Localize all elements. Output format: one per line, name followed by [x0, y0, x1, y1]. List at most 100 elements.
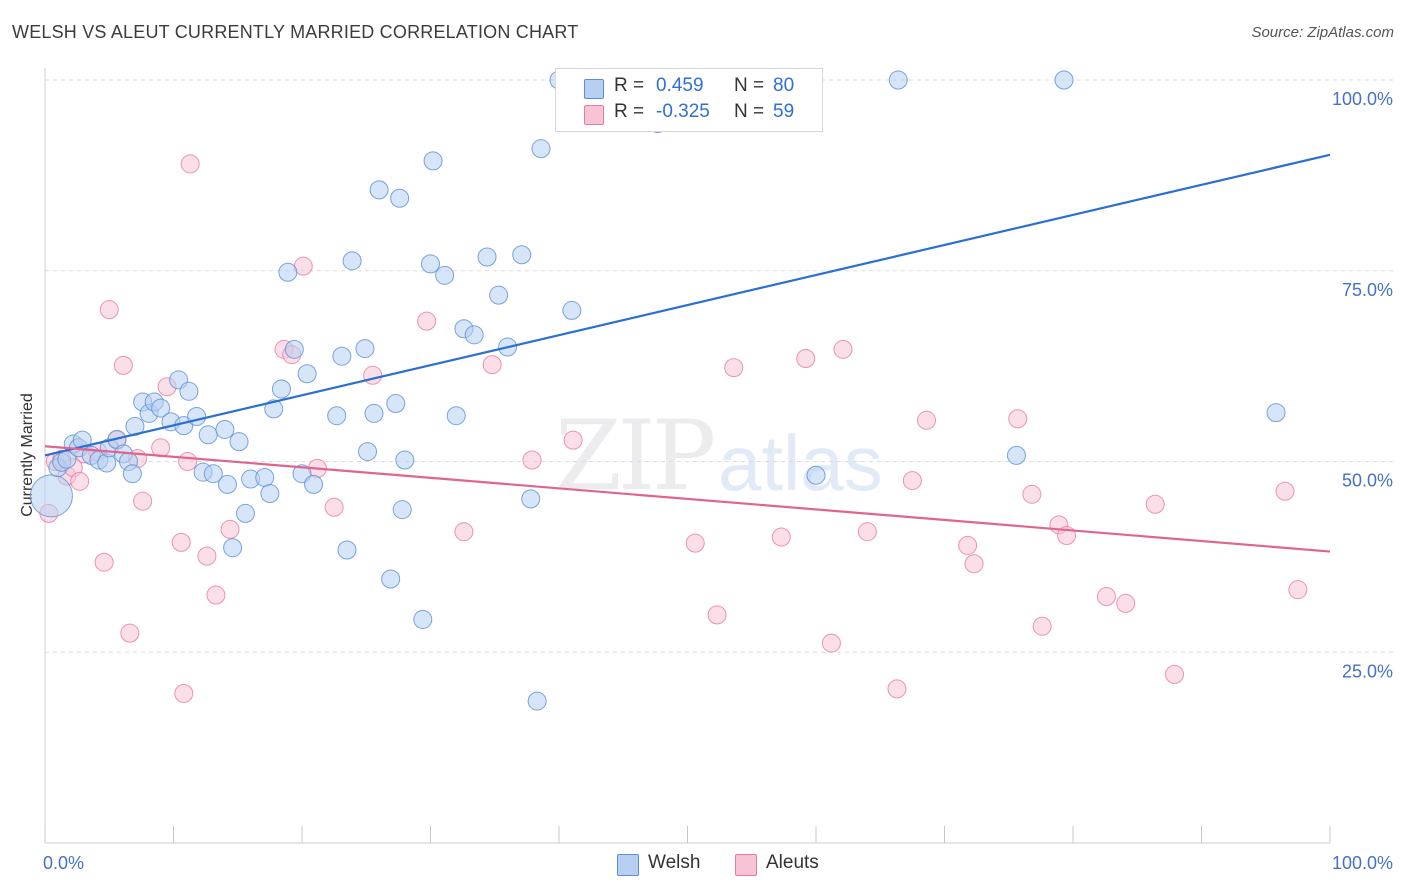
- welsh-point: [381, 569, 401, 589]
- y-tick-label: 75.0%: [1342, 280, 1393, 300]
- welsh-point: [235, 503, 255, 523]
- aleut-point: [958, 535, 978, 555]
- aleut-trend-line: [44, 445, 1331, 553]
- aleut-point: [324, 497, 344, 517]
- welsh-point: [464, 325, 484, 345]
- welsh-point: [217, 474, 237, 494]
- aleut-point: [1145, 494, 1165, 514]
- aleut-point: [1165, 664, 1185, 684]
- welsh-point: [423, 151, 443, 171]
- x-tick-label: 0.0%: [43, 853, 84, 873]
- welsh-point: [364, 403, 384, 423]
- aleut-point: [917, 410, 937, 430]
- welsh-point: [337, 540, 357, 560]
- welsh-point: [386, 394, 406, 414]
- welsh-trend-line: [44, 153, 1331, 457]
- welsh-point: [151, 398, 171, 418]
- welsh-n-value: 80: [773, 75, 795, 96]
- welsh-point: [477, 247, 497, 267]
- legend-aleuts-label: Aleuts: [766, 852, 819, 873]
- welsh-point: [531, 139, 551, 159]
- welsh-point: [395, 450, 415, 470]
- aleut-point: [522, 450, 542, 470]
- welsh-point: [223, 538, 243, 558]
- welsh-point: [806, 465, 826, 485]
- grid-lines: [45, 79, 1395, 653]
- welsh-point: [390, 188, 410, 208]
- welsh-point: [198, 425, 218, 445]
- welsh-point: [1054, 70, 1074, 90]
- aleut-point: [887, 679, 907, 699]
- aleut-point: [857, 522, 877, 542]
- aleut-point: [454, 522, 474, 542]
- aleut-point: [417, 311, 437, 331]
- aleut-point: [964, 554, 984, 574]
- aleut-point: [99, 300, 119, 320]
- welsh-point: [358, 442, 378, 462]
- welsh-point: [527, 691, 547, 711]
- aleut-point: [685, 533, 705, 553]
- aleut-point: [1288, 580, 1308, 600]
- aleut-point: [563, 430, 583, 450]
- welsh-r-label: R =: [614, 75, 645, 96]
- aleut-point: [206, 585, 226, 605]
- series-legend: Welsh Aleuts: [0, 852, 1406, 878]
- welsh-point: [1006, 445, 1026, 465]
- aleut-point: [178, 452, 198, 471]
- welsh-swatch-icon: [584, 79, 604, 99]
- welsh-point: [1266, 403, 1286, 423]
- aleut-point: [220, 519, 240, 539]
- x-tick-label: 100.0%: [1332, 853, 1393, 873]
- welsh-point: [271, 379, 291, 399]
- welsh-point: [562, 300, 582, 320]
- welsh-point: [29, 474, 73, 518]
- welsh-point: [122, 464, 142, 484]
- welsh-point: [260, 484, 280, 504]
- aleut-point: [724, 358, 744, 378]
- welsh-point: [369, 180, 389, 200]
- welsh-point: [229, 432, 249, 452]
- aleut-point: [70, 471, 90, 491]
- aleut-point: [1022, 484, 1042, 504]
- aleut-swatch-icon: [584, 105, 604, 125]
- aleut-n-value: 59: [773, 101, 795, 122]
- aleut-point: [120, 623, 140, 643]
- aleut-point: [1096, 587, 1116, 607]
- tick-labels: 25.0% 50.0% 75.0% 100.0% 0.0% 100.0%: [43, 89, 1393, 873]
- welsh-point: [512, 245, 532, 265]
- welsh-point: [304, 474, 324, 494]
- y-tick-label: 50.0%: [1342, 471, 1393, 491]
- aleut-n-label: N =: [734, 101, 765, 122]
- aleut-points: [39, 154, 1308, 703]
- welsh-r-value: 0.459: [656, 75, 704, 96]
- aleut-point: [94, 552, 114, 572]
- aleut-point: [833, 339, 853, 359]
- aleut-point: [180, 154, 200, 174]
- welsh-point: [521, 489, 541, 509]
- welsh-point: [421, 254, 440, 274]
- welsh-point: [278, 262, 298, 282]
- aleut-point: [707, 605, 727, 625]
- welsh-point: [888, 70, 908, 90]
- aleut-point: [1032, 616, 1052, 636]
- aleut-point: [482, 355, 502, 375]
- aleut-point: [197, 546, 217, 566]
- legend-row-aleut: R = -0.325 N = 59: [556, 101, 822, 127]
- welsh-point: [187, 406, 207, 426]
- welsh-legend-swatch-icon: [617, 854, 639, 876]
- axes: [44, 68, 1331, 844]
- welsh-point: [392, 500, 412, 520]
- chart-title: WELSH VS ALEUT CURRENTLY MARRIED CORRELA…: [12, 22, 579, 42]
- aleut-point: [902, 471, 922, 491]
- welsh-point: [284, 339, 304, 359]
- stats-legend: R = 0.459 N = 80 R = -0.325 N = 59: [555, 68, 823, 132]
- welsh-point: [413, 609, 433, 629]
- aleut-point: [771, 527, 791, 547]
- legend-welsh-label: Welsh: [648, 852, 701, 873]
- welsh-point: [355, 339, 375, 359]
- source-credit: Source: ZipAtlas.com: [1251, 24, 1394, 41]
- aleut-point: [113, 355, 133, 375]
- welsh-point: [489, 285, 509, 305]
- welsh-point: [342, 251, 362, 271]
- welsh-n-label: N =: [734, 75, 765, 96]
